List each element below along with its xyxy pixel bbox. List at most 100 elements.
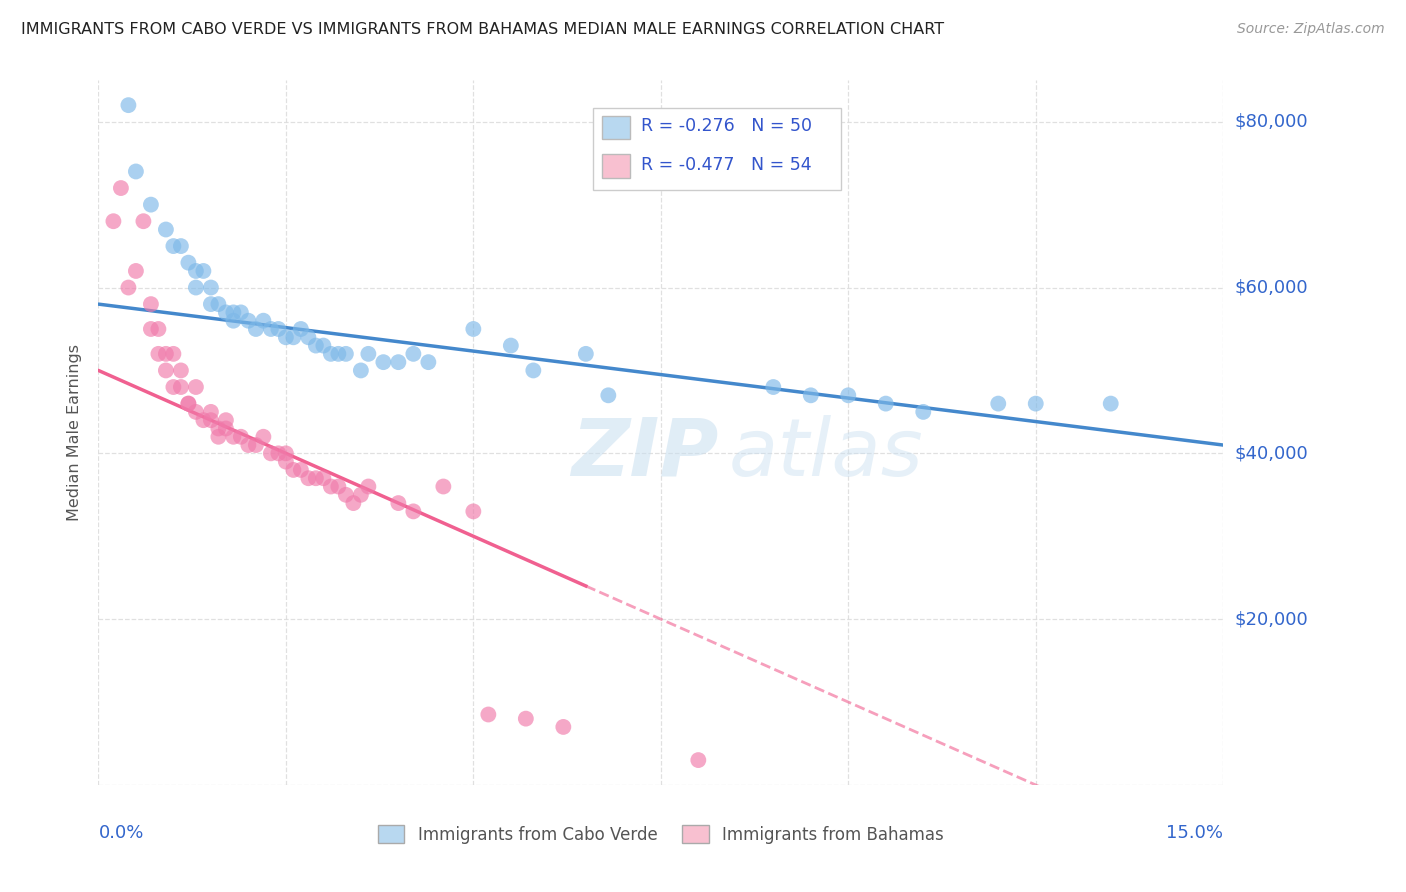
Point <box>297 330 319 344</box>
Point <box>875 396 897 410</box>
Point <box>184 380 207 394</box>
Point <box>357 479 380 493</box>
Point <box>305 338 328 352</box>
Point <box>373 355 395 369</box>
Point <box>177 255 200 269</box>
Point <box>290 322 312 336</box>
Point <box>215 413 238 427</box>
Point <box>688 753 710 767</box>
Point <box>184 264 207 278</box>
Point <box>575 347 598 361</box>
Point <box>418 355 440 369</box>
Point <box>274 330 297 344</box>
Point <box>1099 396 1122 410</box>
Point <box>170 380 193 394</box>
Text: R = -0.276   N = 50: R = -0.276 N = 50 <box>641 117 811 135</box>
Point <box>148 347 170 361</box>
Point <box>184 405 207 419</box>
Point <box>987 396 1010 410</box>
Point <box>357 347 380 361</box>
Point <box>207 421 229 435</box>
Point <box>283 463 305 477</box>
Point <box>215 421 238 435</box>
Point <box>387 355 409 369</box>
Point <box>260 446 283 460</box>
Point <box>177 396 200 410</box>
Point <box>837 388 859 402</box>
Text: atlas: atlas <box>728 415 924 492</box>
Point <box>215 305 238 319</box>
Point <box>477 707 499 722</box>
Point <box>125 264 148 278</box>
FancyBboxPatch shape <box>593 109 841 189</box>
Point <box>200 280 222 294</box>
Point <box>499 338 522 352</box>
Point <box>222 305 245 319</box>
Point <box>350 363 373 377</box>
Legend: Immigrants from Cabo Verde, Immigrants from Bahamas: Immigrants from Cabo Verde, Immigrants f… <box>378 825 943 844</box>
Point <box>335 347 357 361</box>
Point <box>238 438 260 452</box>
Point <box>184 280 207 294</box>
Point <box>463 504 485 518</box>
Text: Source: ZipAtlas.com: Source: ZipAtlas.com <box>1237 22 1385 37</box>
Point <box>110 181 132 195</box>
Point <box>522 363 544 377</box>
Point <box>207 297 229 311</box>
Point <box>229 305 252 319</box>
Point <box>260 322 283 336</box>
Point <box>274 455 297 469</box>
Point <box>200 413 222 427</box>
Point <box>252 314 274 328</box>
Point <box>155 363 177 377</box>
Point <box>312 338 335 352</box>
Point <box>283 330 305 344</box>
Point <box>222 430 245 444</box>
FancyBboxPatch shape <box>602 116 630 139</box>
Point <box>193 264 215 278</box>
Point <box>432 479 454 493</box>
Point <box>200 297 222 311</box>
Text: R = -0.477   N = 54: R = -0.477 N = 54 <box>641 156 811 174</box>
Point <box>463 322 485 336</box>
Y-axis label: Median Male Earnings: Median Male Earnings <box>67 344 83 521</box>
Point <box>387 496 409 510</box>
Point <box>305 471 328 485</box>
Point <box>598 388 620 402</box>
Point <box>170 239 193 253</box>
Point <box>290 463 312 477</box>
Text: $40,000: $40,000 <box>1234 444 1308 462</box>
Point <box>222 314 245 328</box>
Point <box>267 322 290 336</box>
Point <box>800 388 823 402</box>
Point <box>319 479 342 493</box>
Point <box>200 405 222 419</box>
Text: $60,000: $60,000 <box>1234 278 1308 296</box>
Point <box>402 504 425 518</box>
Text: ZIP: ZIP <box>571 415 718 492</box>
Point <box>117 98 139 112</box>
Text: $20,000: $20,000 <box>1234 610 1308 628</box>
Text: IMMIGRANTS FROM CABO VERDE VS IMMIGRANTS FROM BAHAMAS MEDIAN MALE EARNINGS CORRE: IMMIGRANTS FROM CABO VERDE VS IMMIGRANTS… <box>21 22 945 37</box>
Point <box>193 413 215 427</box>
Point <box>162 347 184 361</box>
Point <box>267 446 290 460</box>
FancyBboxPatch shape <box>602 154 630 178</box>
Text: 0.0%: 0.0% <box>98 823 143 842</box>
Point <box>155 347 177 361</box>
Point <box>162 380 184 394</box>
Point <box>103 214 125 228</box>
Point <box>328 479 350 493</box>
Point <box>170 363 193 377</box>
Point <box>238 314 260 328</box>
Point <box>312 471 335 485</box>
Point <box>1025 396 1047 410</box>
Point <box>148 322 170 336</box>
Point <box>553 720 575 734</box>
Point <box>139 197 162 211</box>
Point <box>245 322 267 336</box>
Point <box>117 280 139 294</box>
Point <box>132 214 155 228</box>
Point <box>155 222 177 236</box>
Point <box>342 496 364 510</box>
